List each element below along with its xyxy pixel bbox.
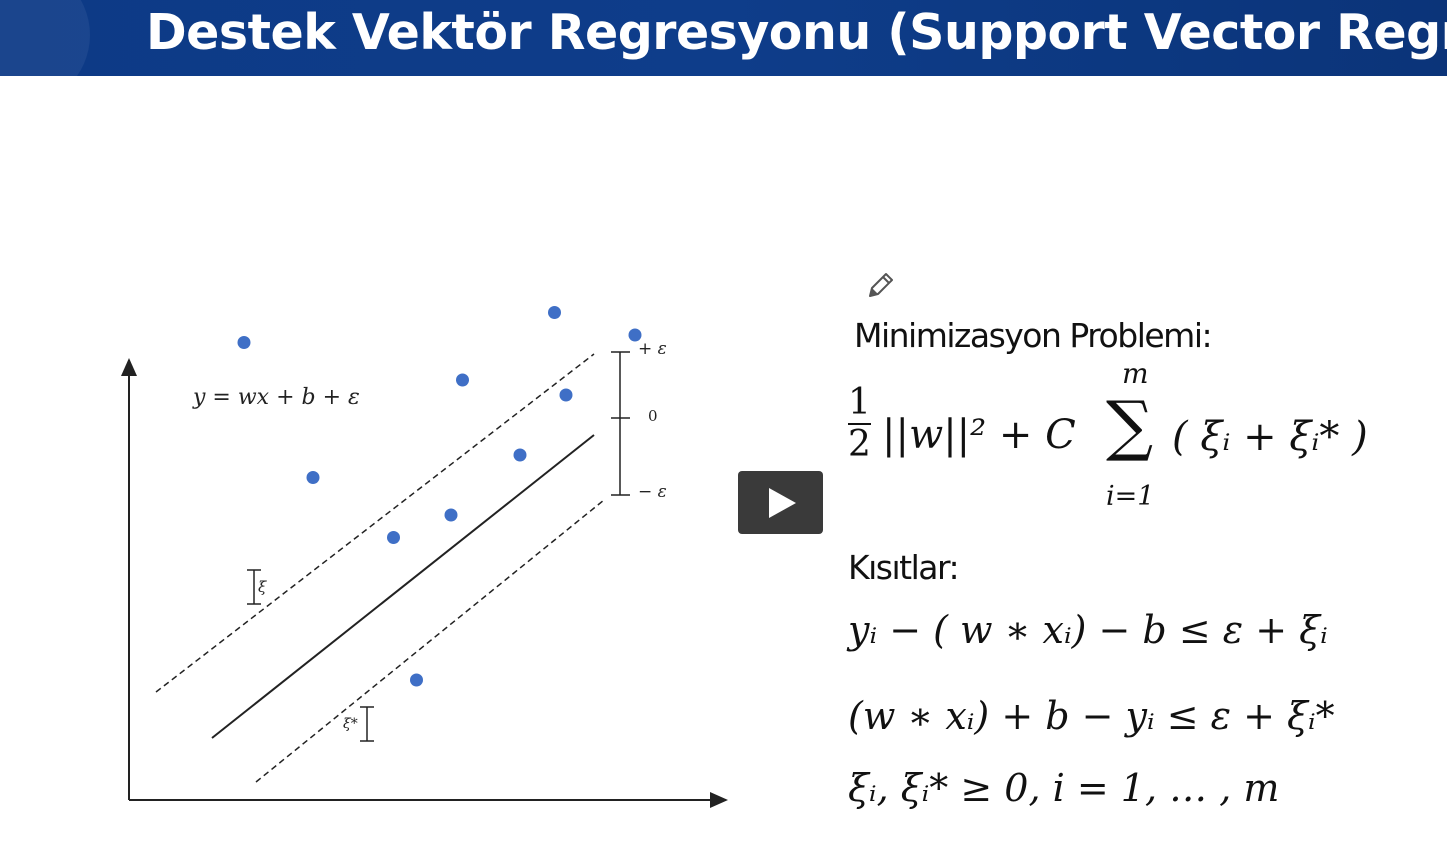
data-point-2 xyxy=(306,471,320,484)
sum-symbol: ∑ xyxy=(1106,387,1154,464)
data-points xyxy=(237,306,642,687)
title-decoration xyxy=(0,0,90,76)
epsilon-scale xyxy=(611,351,630,496)
margin-mid-label: 0 xyxy=(648,407,658,425)
play-icon xyxy=(769,488,796,518)
data-point-5 xyxy=(456,373,469,387)
data-point-8 xyxy=(559,388,573,402)
slack-lower-bracket xyxy=(360,706,374,742)
constraint-2: (w ∗ xᵢ) + b − yᵢ ≤ ε + ξᵢ* xyxy=(848,694,1335,738)
slack-upper-label: ξ xyxy=(258,578,267,596)
lower-margin-line xyxy=(255,499,605,783)
slack-upper-bracket xyxy=(247,569,261,605)
data-point-1 xyxy=(237,336,251,349)
frac-numerator: 1 xyxy=(848,382,871,423)
regression-line xyxy=(211,434,595,739)
data-point-4 xyxy=(444,508,458,522)
play-button[interactable] xyxy=(738,471,823,534)
constraint-1: yᵢ − ( w ∗ xᵢ) − b ≤ ε + ξᵢ xyxy=(848,608,1328,652)
data-point-9 xyxy=(628,328,642,342)
svr-diagram: + ε 0 − ε y = wx + b + ε ξ ξ* xyxy=(121,306,728,808)
upper-margin-line xyxy=(155,353,595,693)
data-point-3 xyxy=(387,531,400,544)
margin-bottom-label: − ε xyxy=(638,482,667,502)
objective-norm-term: ||w||² + C xyxy=(882,412,1076,458)
constraint-3: ξᵢ, ξᵢ* ≥ 0, i = 1, … , m xyxy=(848,766,1280,810)
slide-title: Destek Vektör Regresyonu (Support Vector… xyxy=(146,4,1447,61)
sum-upper-limit: m xyxy=(1122,357,1149,390)
sum-body: ( ξᵢ + ξᵢ* ) xyxy=(1172,414,1368,460)
regression-equation: y = wx + b + ε xyxy=(192,385,360,410)
pencil-icon[interactable] xyxy=(862,268,898,304)
slack-lower-label: ξ* xyxy=(343,716,358,732)
margin-top-label: + ε xyxy=(638,339,667,359)
minimization-heading: Minimizasyon Problemi: xyxy=(854,316,1213,355)
objective-fraction: 1 2 xyxy=(848,383,871,465)
title-bar: Destek Vektör Regresyonu (Support Vector… xyxy=(0,0,1447,76)
data-point-7 xyxy=(548,306,561,319)
frac-denominator: 2 xyxy=(848,423,871,465)
data-point-10 xyxy=(410,673,423,687)
sum-lower-limit: i=1 xyxy=(1106,481,1155,512)
constraints-heading: Kısıtlar: xyxy=(848,548,960,587)
data-point-6 xyxy=(513,448,527,462)
